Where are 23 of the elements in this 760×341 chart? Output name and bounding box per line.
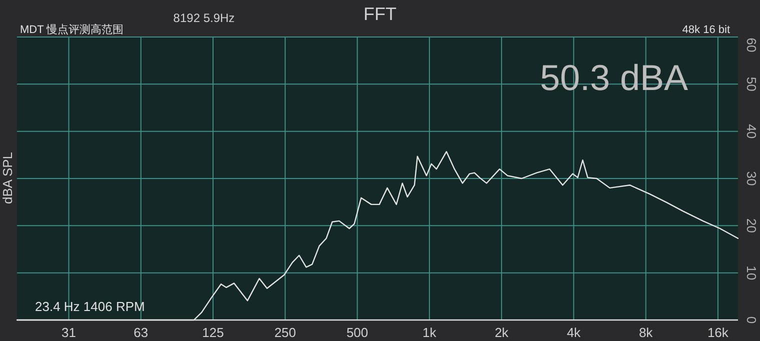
- y-tick-label: 10: [744, 266, 759, 280]
- text: 8192 5.9Hz: [173, 11, 235, 25]
- text: MDT 慢点评测高范围: [20, 23, 124, 36]
- x-tick-label: 8k: [638, 325, 654, 340]
- x-tick-label: 500: [346, 325, 368, 340]
- x-tick-label: 63: [134, 325, 148, 340]
- y-tick-label: 20: [744, 218, 759, 233]
- x-tick-label: 4k: [566, 325, 582, 340]
- x-tick-label: 125: [202, 325, 224, 340]
- y-tick-label: 50: [744, 76, 759, 92]
- annotation: 23.4 Hz 1406 RPM: [35, 299, 145, 314]
- text: 48k 16 bit: [682, 24, 730, 36]
- y-tick-label: 30: [744, 171, 759, 186]
- x-tick-label: 16k: [707, 325, 729, 340]
- y-axis-title: dBA SPL: [0, 152, 15, 204]
- x-tick-label: 31: [62, 325, 76, 340]
- x-tick-label: 1k: [422, 325, 437, 340]
- y-tick-label: 60: [744, 38, 759, 52]
- y-tick-label: 0: [744, 316, 759, 324]
- x-tick-label: 2k: [494, 325, 509, 340]
- chart-title: FFT: [364, 4, 396, 24]
- y-tick-label: 40: [744, 124, 759, 139]
- x-tick-label: 250: [274, 325, 296, 340]
